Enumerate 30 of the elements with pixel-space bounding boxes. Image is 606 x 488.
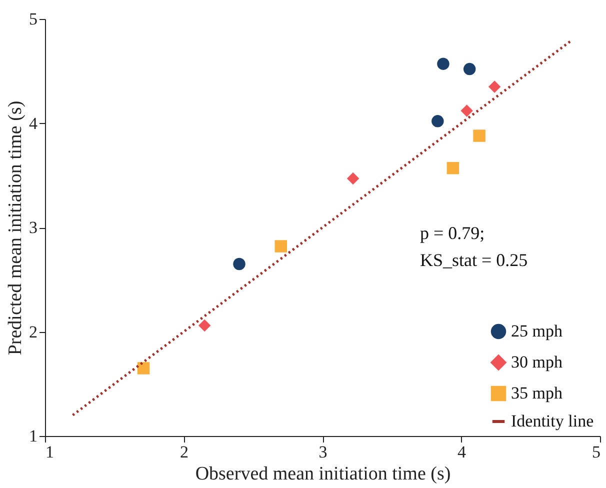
point [488,80,501,93]
x-tick-label: 2 [180,442,188,462]
legend-label: 25 mph [511,322,563,340]
point [437,58,450,70]
x-tick-label: 5 [592,442,600,462]
x-tick-label: 3 [318,442,328,462]
x-tick-label: 4 [458,442,466,462]
point [473,130,486,142]
y-tick-label: 5 [29,10,38,28]
y-tick-label: 3 [29,218,38,237]
x-tick-label: 1 [46,442,54,462]
y-tick-label: 2 [29,322,38,342]
legend-label: 35 mph [511,384,563,402]
legend-label: Identity line [511,412,594,430]
x-axis-title: Observed mean initiation time (s) [195,464,451,484]
annotation: KS_stat = 0.25 [420,250,528,270]
point [198,319,211,332]
point [460,104,473,117]
point [274,240,287,252]
point [463,62,476,76]
y-tick-label: 4 [29,114,38,133]
point [346,172,360,185]
annotation: p = 0.79; [420,223,485,243]
y-axis-title: Predicted mean initiation time (s) [5,100,26,356]
point [432,115,444,128]
legend-label: 30 mph [511,352,563,372]
point [137,362,150,374]
y-tick-label: 1 [29,426,38,446]
point [233,258,246,270]
point [446,162,460,174]
